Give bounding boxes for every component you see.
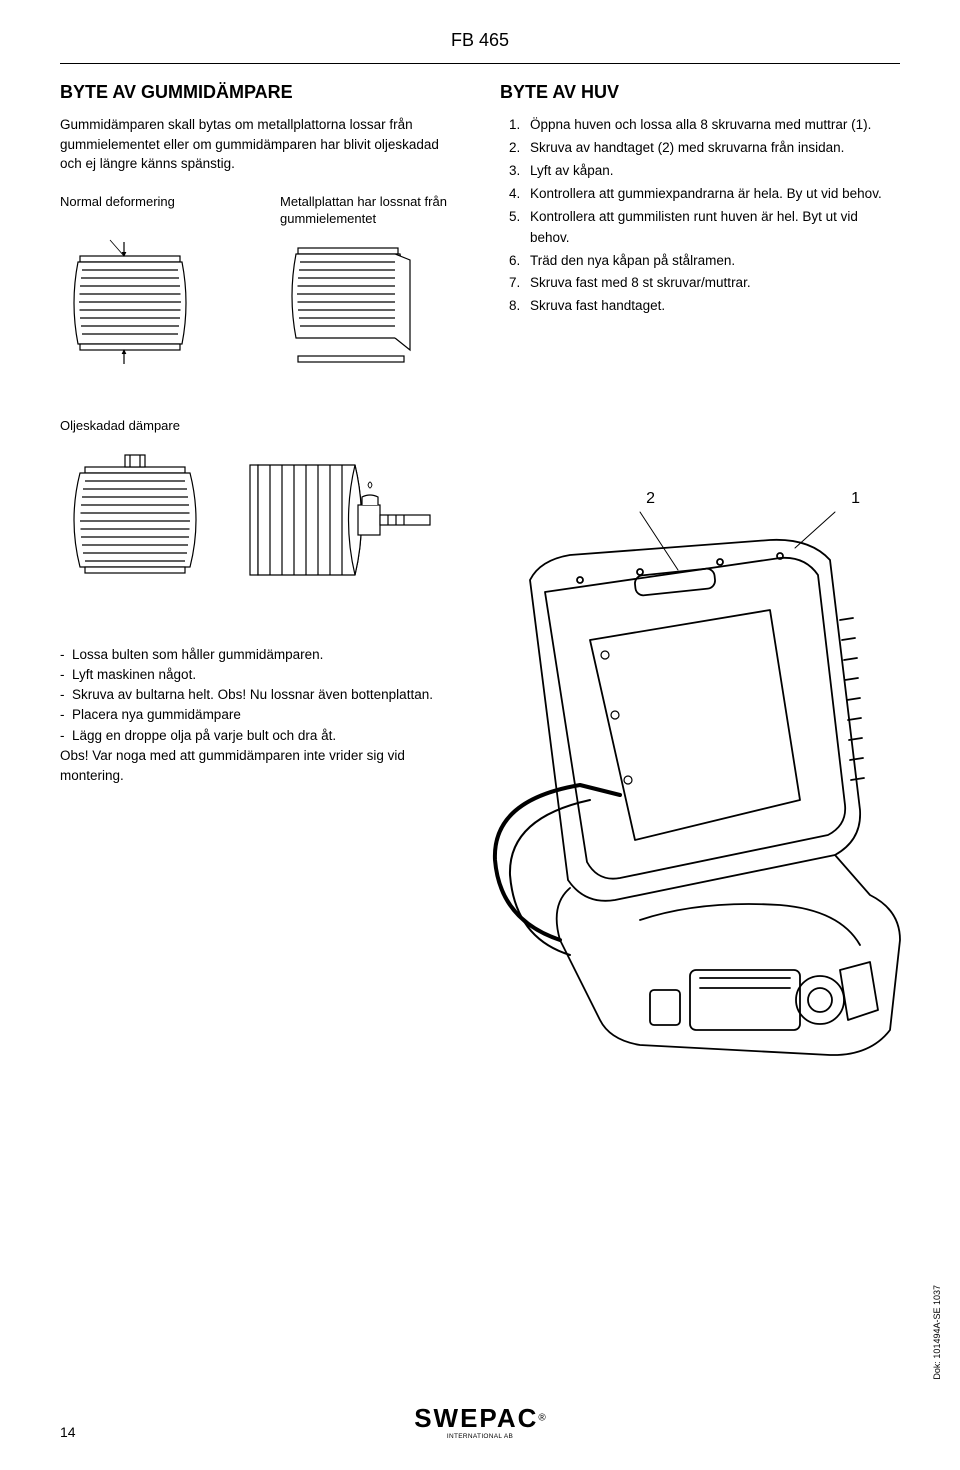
left-heading: BYTE AV GUMMIDÄMPARE <box>60 82 460 103</box>
bullet-text: Placera nya gummidämpare <box>72 707 241 722</box>
fig1-caption: Normal deformering <box>60 194 240 228</box>
logo-subtext: INTERNATIONAL AB <box>414 1433 546 1440</box>
bullet-item: - Lyft maskinen något. <box>60 665 438 685</box>
mid-figures <box>60 445 480 595</box>
step-item: Kontrollera att gummilisten runt huven ä… <box>524 207 900 249</box>
step-item: Öppna huven och lossa alla 8 skruvarna m… <box>524 115 900 136</box>
left-column: BYTE AV GUMMIDÄMPARE Gummidämparen skall… <box>60 82 460 378</box>
fig1-diagram <box>60 238 200 368</box>
step-item: Skruva fast med 8 st skruvar/muttrar. <box>524 273 900 294</box>
hood-diagram <box>440 500 910 1080</box>
steps-list: Öppna huven och lossa alla 8 skruvarna m… <box>500 115 900 317</box>
callout-2: 2 <box>646 490 655 508</box>
bullet-text: Lossa bulten som håller gummidämparen. <box>72 647 323 662</box>
bullet-item: - Skruva av bultarna helt. Obs! Nu lossn… <box>60 685 438 705</box>
bullet-text: Lägg en droppe olja på varje bult och dr… <box>72 728 336 743</box>
bullet-item: - Lägg en droppe olja på varje bult och … <box>60 726 438 746</box>
right-column: BYTE AV HUV Öppna huven och lossa alla 8… <box>500 82 900 378</box>
bullet-item: - Placera nya gummidämpare <box>60 705 438 725</box>
page-number: 14 <box>60 1424 76 1440</box>
step-item: Kontrollera att gummiexpandrarna är hela… <box>524 184 900 205</box>
bullet-item: - Lossa bulten som håller gummidämparen. <box>60 645 438 665</box>
callout-1: 1 <box>851 490 860 508</box>
step-item: Skruva fast handtaget. <box>524 296 900 317</box>
footer: 14 SWEPAC® INTERNATIONAL AB <box>60 1424 900 1440</box>
fig2-col: Metallplattan har lossnat från gummielem… <box>280 194 460 368</box>
two-column-layout: BYTE AV GUMMIDÄMPARE Gummidämparen skall… <box>60 82 900 378</box>
logo-text: SWEPAC <box>414 1403 538 1433</box>
bullet-text: Lyft maskinen något. <box>72 667 196 682</box>
fig4-diagram <box>240 445 440 595</box>
header-rule <box>60 63 900 64</box>
logo-registered: ® <box>538 1413 545 1424</box>
step-item: Lyft av kåpan. <box>524 161 900 182</box>
document-id: Dok: 101494A-SE 1037 <box>932 1285 942 1380</box>
header-model: FB 465 <box>60 30 900 51</box>
bullet-note: Obs! Var noga med att gummidämparen inte… <box>60 746 438 787</box>
step-item: Skruva av handtaget (2) med skruvarna fr… <box>524 138 900 159</box>
right-heading: BYTE AV HUV <box>500 82 900 103</box>
fig2-diagram <box>280 238 420 368</box>
step-item: Träd den nya kåpan på stålramen. <box>524 251 900 272</box>
mid-caption: Oljeskadad dämpare <box>60 418 900 433</box>
fig3-diagram <box>60 445 210 595</box>
bullet-text: Skruva av bultarna helt. Obs! Nu lossnar… <box>72 687 433 702</box>
fig1-col: Normal deformering <box>60 194 240 368</box>
logo: SWEPAC® INTERNATIONAL AB <box>414 1408 546 1440</box>
left-intro: Gummidämparen skall bytas om metallplatt… <box>60 115 460 174</box>
bullet-list: - Lossa bulten som håller gummidämparen.… <box>60 645 438 787</box>
figure-row-top: Normal deformering <box>60 194 460 368</box>
fig2-caption: Metallplattan har lossnat från gummielem… <box>280 194 460 228</box>
